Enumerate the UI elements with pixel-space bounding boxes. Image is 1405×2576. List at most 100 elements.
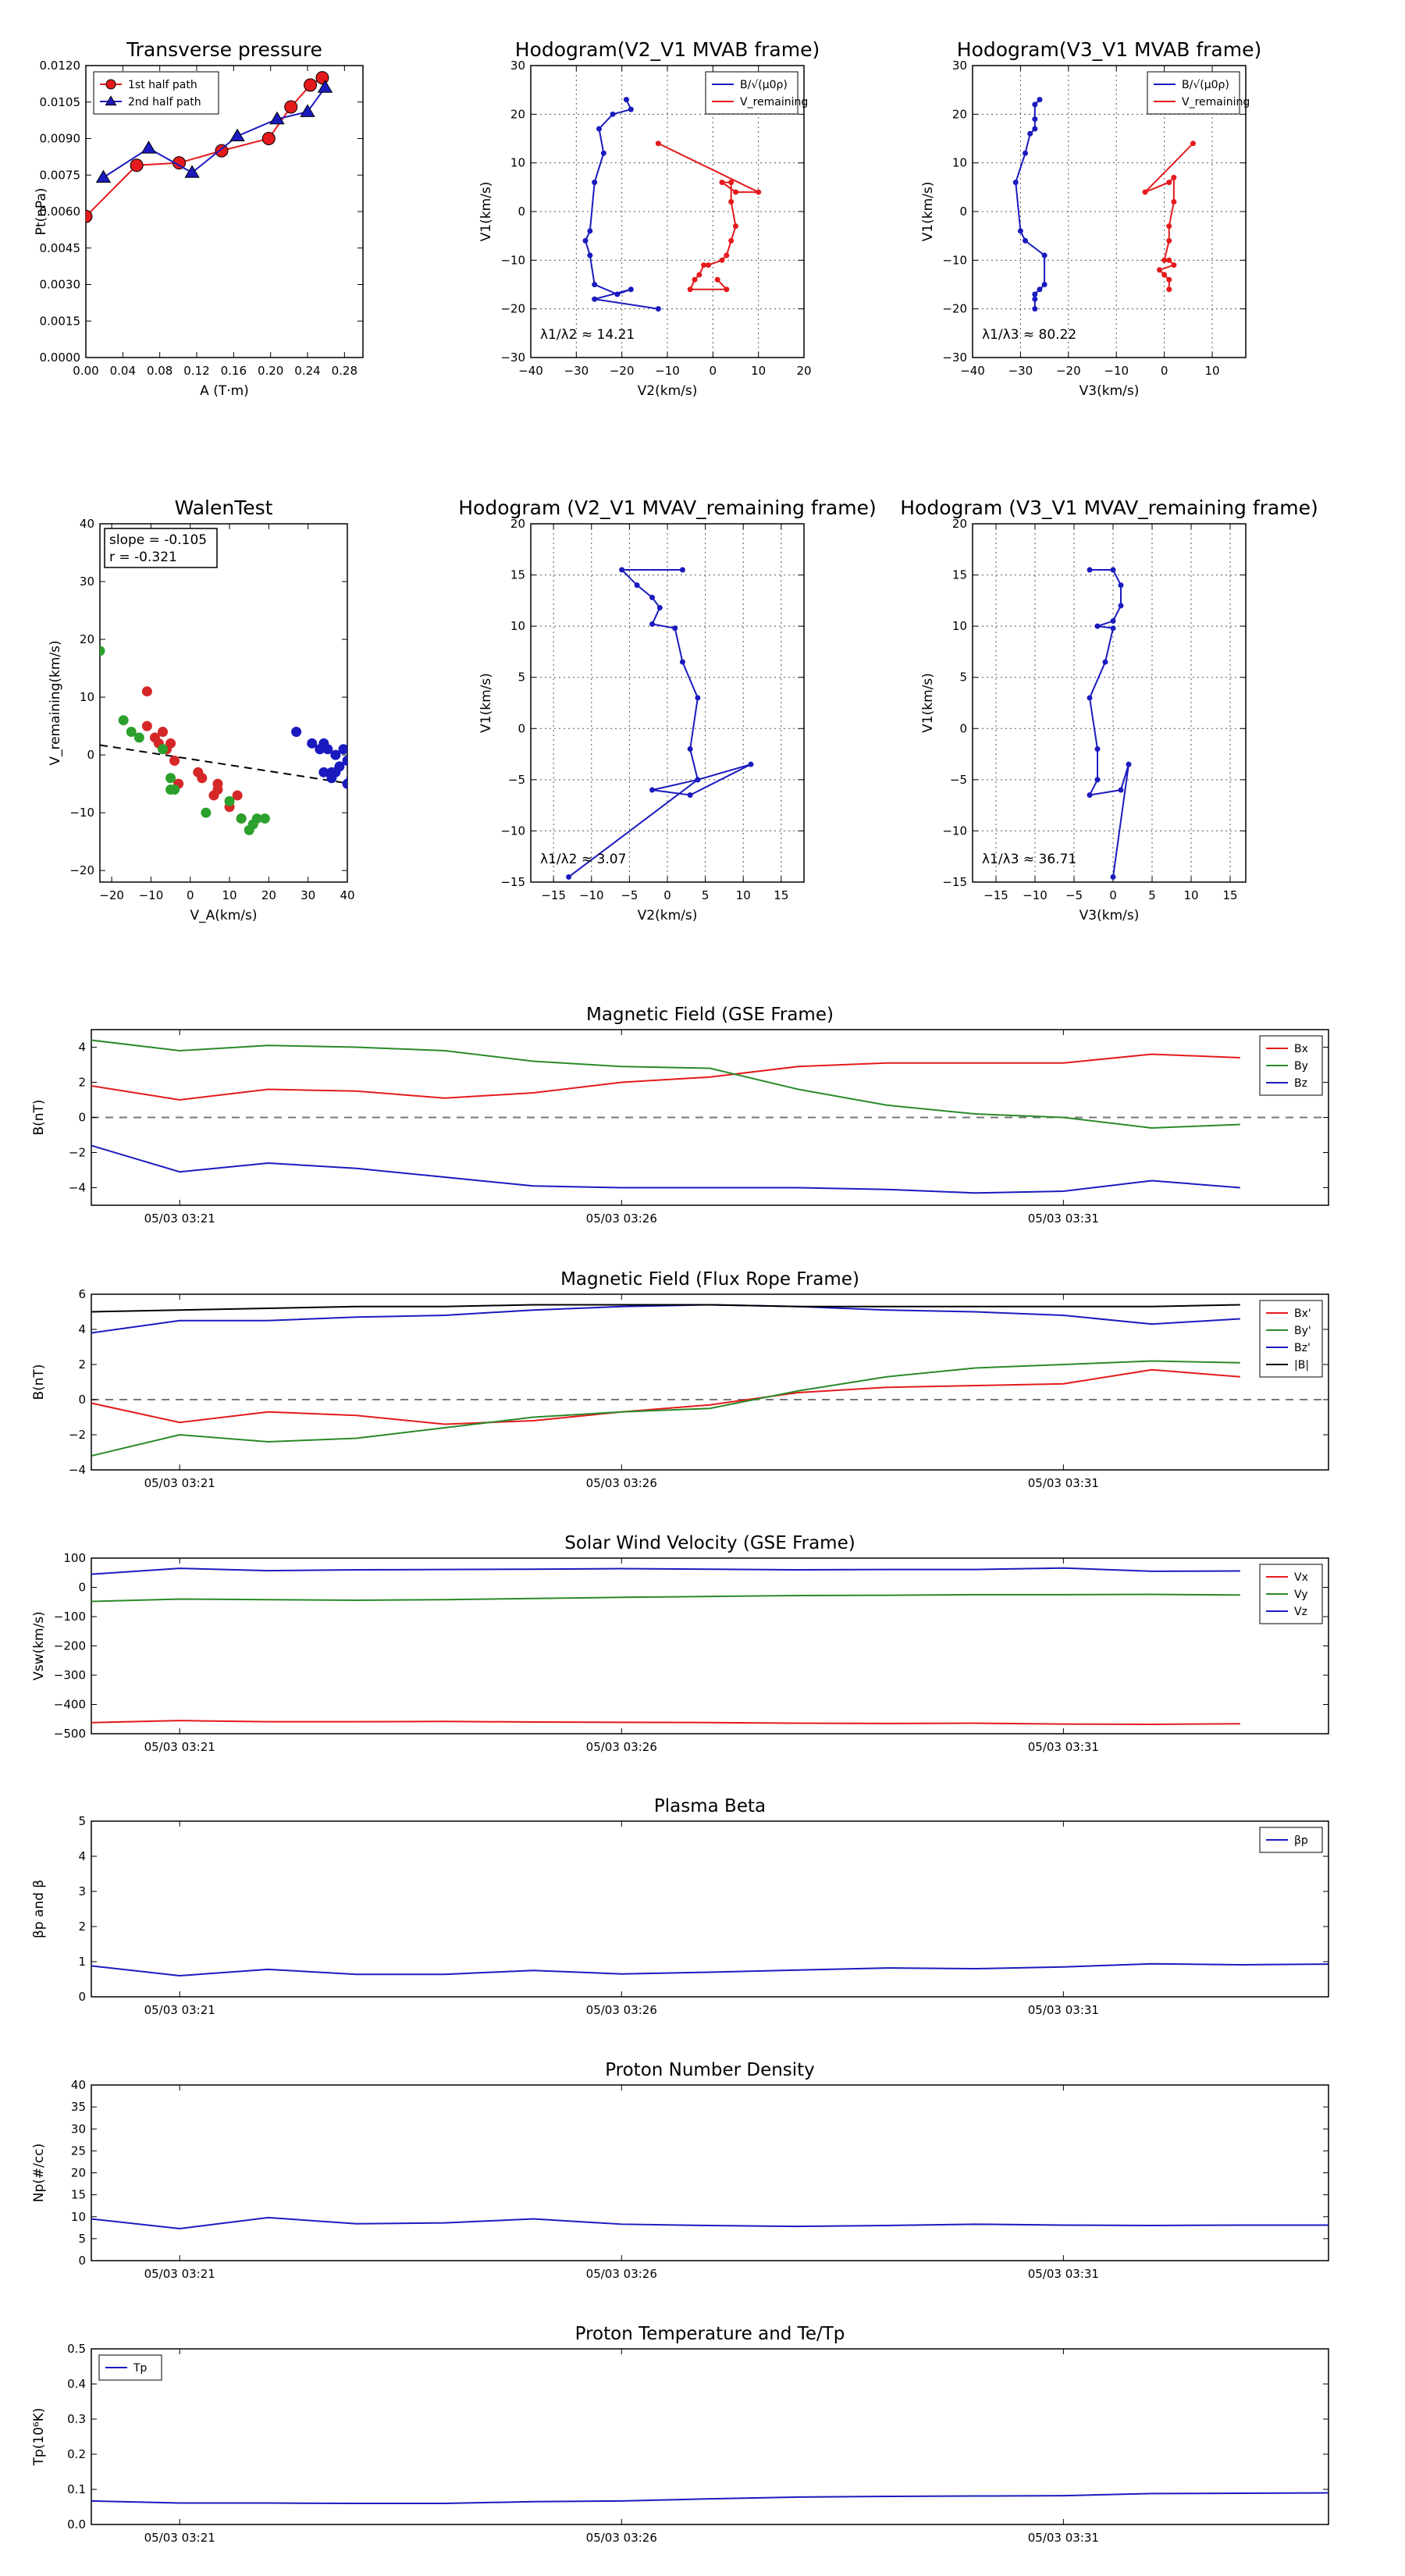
series-line — [91, 1053, 1240, 1101]
y-tick-label: 20 — [510, 107, 525, 121]
plot-area — [91, 1039, 1240, 1194]
data-point — [1166, 276, 1172, 283]
y-tick-label: 20 — [80, 632, 94, 646]
x-tick-label: −10 — [655, 364, 680, 378]
y-tick-label: −20 — [500, 302, 525, 316]
y-tick-label: −2 — [69, 1428, 86, 1442]
data-point — [1032, 296, 1038, 302]
x-tick-label: 05/03 03:31 — [1028, 1740, 1099, 1754]
data-point — [687, 286, 693, 293]
plot-frame — [91, 1820, 1329, 1998]
x-tick-label: −20 — [99, 888, 124, 902]
chart-title: Proton Temperature and Te/Tp — [575, 2324, 845, 2344]
x-tick-label: 05/03 03:26 — [586, 1740, 657, 1754]
y-tick-label: −10 — [69, 806, 94, 820]
legend-label: βp — [1294, 1834, 1308, 1847]
y-tick-label: 0.0000 — [40, 350, 81, 365]
data-point — [1110, 567, 1116, 573]
data-point — [714, 276, 720, 283]
data-point — [173, 156, 187, 170]
x-tick-label: 10 — [222, 888, 237, 902]
series-line — [91, 1144, 1240, 1194]
x-tick-label: 05/03 03:26 — [586, 1476, 657, 1490]
legend-box — [1147, 71, 1240, 115]
data-point — [587, 252, 593, 258]
scatter-point — [126, 727, 137, 738]
chart-title: Hodogram(V2_V1 MVAB frame) — [515, 38, 820, 61]
scatter-point — [307, 738, 318, 749]
x-tick-label: 05/03 03:31 — [1028, 2267, 1099, 2281]
x-tick-label: 05/03 03:21 — [144, 1212, 215, 1226]
x-tick-label: 0 — [710, 364, 717, 378]
scatter-point — [169, 756, 180, 767]
data-point — [587, 228, 593, 234]
scatter-point — [291, 727, 302, 738]
scatter-point — [169, 785, 180, 795]
data-point — [1166, 237, 1172, 244]
scatter-point — [342, 756, 347, 767]
x-tick-label: 40 — [340, 888, 354, 902]
y-tick-label: −15 — [500, 875, 525, 889]
chart-proton-temperature: 0.0 0.1 0.2 0.3 0.4 0.5 05/03 03:21 05/03 03:26… — [31, 2324, 1329, 2545]
y-tick-label: 10 — [952, 156, 967, 170]
data-point — [1023, 150, 1029, 156]
scatter-point — [334, 761, 345, 772]
scatter-point — [322, 744, 333, 755]
chart-title: Solar Wind Velocity (GSE Frame) — [564, 1533, 855, 1553]
legend-label: Bz' — [1294, 1342, 1311, 1354]
x-tick-label: 05/03 03:21 — [144, 2531, 215, 2545]
plot-area — [566, 567, 754, 880]
scatter-point — [232, 790, 243, 801]
scatter-point — [118, 715, 129, 726]
data-point — [1166, 257, 1172, 263]
data-point — [105, 79, 116, 90]
y-tick-label: 0.0045 — [40, 241, 81, 255]
data-point — [724, 286, 730, 293]
legend: Tp — [98, 2354, 162, 2381]
y-tick-label: 0.0105 — [40, 95, 81, 109]
data-point — [1166, 180, 1172, 186]
data-point — [733, 189, 738, 195]
x-tick-label: 0.08 — [147, 364, 173, 378]
series-line — [91, 1720, 1240, 1726]
x-axis-label: V3(km/s) — [1080, 383, 1140, 399]
data-point — [733, 223, 738, 229]
data-point — [300, 104, 315, 117]
series-line — [91, 2492, 1329, 2504]
x-tick-label: 05/03 03:26 — [586, 2003, 657, 2017]
legend-label: Vy — [1294, 1589, 1308, 1601]
x-tick-label: 10 — [736, 888, 751, 902]
x-tick-label: 0 — [1161, 364, 1168, 378]
data-point — [649, 621, 656, 628]
data-point — [1094, 746, 1101, 753]
data-point — [624, 97, 629, 103]
y-tick-label: −5 — [950, 773, 967, 787]
scatter-point — [197, 773, 208, 784]
chart-walen-test: −20 −10 0 10 20 30 40 −20 −10 0 10 20 30 40 WalenTest V… — [48, 496, 355, 923]
y-tick-label: 4 — [78, 1041, 86, 1055]
y-tick-label: 0.1 — [67, 2482, 86, 2496]
x-tick-label: 05/03 03:26 — [586, 2531, 657, 2545]
data-point — [649, 787, 656, 793]
fit-stat-label: slope = -0.105 — [109, 532, 207, 548]
y-axis-label: V1(km/s) — [478, 182, 494, 242]
data-point — [728, 237, 735, 244]
data-point — [269, 111, 285, 125]
series-line — [91, 1304, 1240, 1313]
scatter-point — [251, 813, 262, 824]
y-tick-label: 15 — [952, 568, 967, 582]
x-tick-label: −10 — [579, 888, 604, 902]
y-tick-label: 4 — [78, 1849, 86, 1863]
x-tick-label: −40 — [518, 364, 543, 378]
legend: B/√(μ0ρ) V_remaining — [705, 71, 808, 115]
y-tick-label: 0.5 — [67, 2342, 86, 2356]
x-tick-label: −15 — [984, 888, 1008, 902]
scatter-point — [330, 749, 341, 760]
legend-label: By — [1294, 1060, 1308, 1073]
plot-area — [100, 646, 347, 835]
chart-title: Magnetic Field (Flux Rope Frame) — [560, 1269, 859, 1290]
y-tick-label: 0.0090 — [40, 132, 81, 146]
series-line — [91, 1360, 1240, 1457]
x-tick-label: 10 — [1204, 364, 1219, 378]
